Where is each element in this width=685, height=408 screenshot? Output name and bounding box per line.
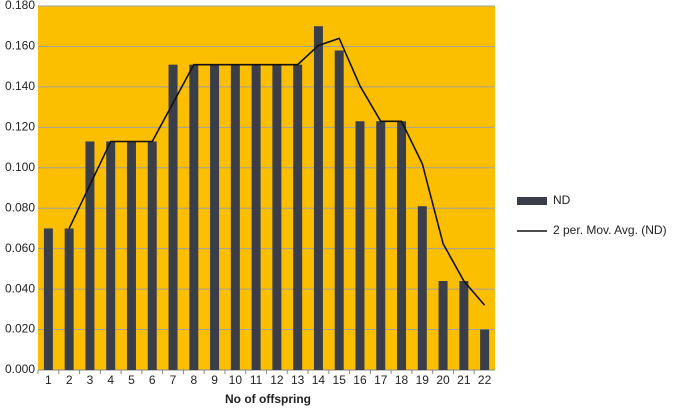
y-tick-label: 0.000 — [5, 362, 35, 376]
bar — [459, 281, 469, 370]
x-tick-label: 9 — [211, 373, 218, 387]
bar — [480, 329, 490, 370]
bar — [230, 64, 240, 371]
x-tick-label: 5 — [128, 373, 135, 387]
x-tick-label: 20 — [436, 373, 450, 387]
bar — [293, 64, 303, 371]
bar — [438, 281, 448, 370]
bar — [106, 141, 116, 370]
x-tick-label: 18 — [395, 373, 409, 387]
x-tick-label: 11 — [250, 373, 263, 387]
moving-average-line — [68, 37, 486, 306]
bar — [43, 228, 53, 370]
legend-label: ND — [553, 193, 571, 207]
y-tick-label: 0.140 — [5, 79, 35, 93]
x-tick-label: 15 — [333, 373, 347, 387]
x-tick-label: 22 — [478, 373, 492, 387]
x-tick-label: 17 — [374, 373, 388, 387]
bar — [210, 64, 220, 371]
y-tick-label: 0.180 — [5, 0, 35, 12]
y-tick-label: 0.120 — [5, 120, 35, 134]
y-tick-label: 0.020 — [5, 322, 35, 336]
x-tick-label: 8 — [190, 373, 197, 387]
bar — [189, 64, 199, 371]
y-tick-label: 0.040 — [5, 281, 35, 295]
x-tick-label: 1 — [45, 373, 52, 387]
x-tick-label: 6 — [149, 373, 156, 387]
bar — [147, 141, 157, 370]
bar — [272, 64, 282, 371]
bar — [64, 228, 74, 370]
legend-label: 2 per. Mov. Avg. (ND) — [553, 223, 667, 237]
bar — [85, 141, 95, 370]
bar — [334, 50, 344, 370]
x-tick-label: 2 — [66, 373, 73, 387]
x-tick-label: 16 — [353, 373, 367, 387]
y-tick-label: 0.100 — [5, 160, 35, 174]
x-tick-label: 13 — [291, 373, 305, 387]
bar — [313, 26, 323, 370]
x-tick-label: 21 — [457, 373, 471, 387]
y-tick-label: 0.080 — [5, 200, 35, 214]
x-tick-label: 19 — [416, 373, 430, 387]
x-tick-label: 14 — [312, 373, 326, 387]
x-tick-label: 4 — [107, 373, 114, 387]
legend-swatch — [517, 197, 547, 205]
x-tick-label: 7 — [170, 373, 177, 387]
x-tick-label: 12 — [270, 373, 284, 387]
bar — [251, 64, 261, 371]
bar — [417, 206, 427, 370]
y-tick-label: 0.060 — [5, 241, 35, 255]
x-tick-label: 3 — [87, 373, 94, 387]
bar — [376, 121, 386, 371]
x-tick-label: 10 — [229, 373, 243, 387]
bar — [168, 64, 178, 371]
bar — [355, 121, 365, 371]
bar — [126, 141, 136, 370]
bar — [397, 121, 407, 371]
y-tick-label: 0.160 — [5, 39, 35, 53]
x-axis-title: No of offspring — [225, 392, 311, 406]
